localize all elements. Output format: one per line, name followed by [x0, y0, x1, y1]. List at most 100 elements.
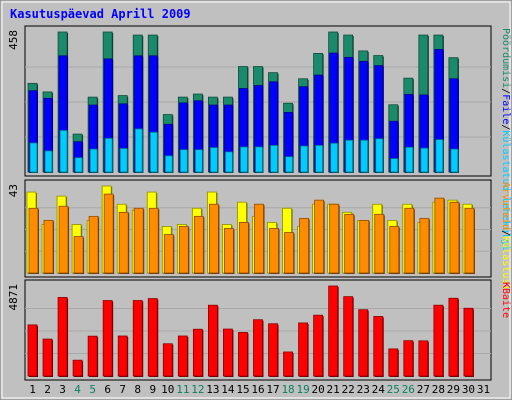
bar-kbytes-face [373, 316, 384, 377]
bar-hits-2 [59, 130, 69, 173]
bar-kbytes-face [448, 297, 459, 377]
legend-item: Faile [500, 94, 511, 124]
x-tick-label: 27 [417, 383, 430, 396]
bar-hits-2-face [164, 155, 173, 173]
bar-kbytes [283, 351, 294, 377]
bar-kbytes-face [298, 322, 308, 377]
bar-hits-2 [119, 148, 129, 173]
bar-kbytes [27, 324, 38, 377]
panel-hits: 458 Pöördumisi/Faile/Külastatud lehekülgi [7, 25, 511, 251]
bar-hits-2 [240, 146, 249, 173]
bar-hits-2 [134, 128, 144, 173]
bar-kbytes-face [162, 343, 173, 377]
bar-kbytes [132, 300, 144, 377]
bar-hits-2 [420, 147, 429, 173]
panel-kbytes-ymax-label: 4871 [7, 284, 20, 311]
panel-visits-ymax-label: 43 [7, 184, 20, 197]
bar-visits-1 [464, 207, 475, 274]
bar-visits-1 [178, 226, 190, 274]
bar-kbytes-face [87, 335, 98, 377]
bar-kbytes [192, 328, 204, 377]
bar-visits-1 [314, 199, 325, 274]
panel-visits: 43 Arvuteid/Külastusi [7, 179, 511, 290]
bar-visits-1-face [269, 228, 279, 274]
bar-kbytes-face [238, 332, 248, 377]
bar-kbytes-face [132, 300, 143, 377]
bar-kbytes-face [192, 328, 203, 377]
bar-visits-1 [404, 207, 415, 274]
bar-kbytes-face [358, 309, 369, 377]
bar-kbytes [268, 323, 279, 377]
bar-hits-2 [375, 138, 384, 173]
bar-visits-1-face [224, 228, 234, 274]
bar-hits-2-face [315, 145, 324, 173]
bar-hits-2-face [179, 149, 188, 173]
bar-kbytes [223, 328, 234, 377]
bar-hits-2-face [420, 147, 429, 173]
bar-hits-2 [74, 157, 84, 173]
bar-kbytes-face [177, 335, 188, 377]
bar-kbytes-face [147, 298, 158, 377]
bar-kbytes [87, 335, 99, 377]
bar-visits-1 [374, 213, 385, 274]
x-tick-label: 22 [342, 383, 355, 396]
bar-kbytes-face [433, 304, 444, 377]
bar-kbytes [162, 343, 174, 377]
bar-visits-1-face [103, 193, 114, 274]
x-tick-label: 5 [89, 383, 96, 396]
bar-kbytes-face [268, 323, 278, 377]
bar-kbytes [433, 304, 444, 377]
panels-layer: 458 Pöördumisi/Faile/Külastatud lehekülgi… [7, 25, 511, 381]
bar-visits-1-face [419, 217, 430, 274]
bar-kbytes-face [117, 335, 128, 377]
x-tick-label: 11 [176, 383, 189, 396]
bar-hits-2 [194, 149, 204, 173]
bar-visits-1 [269, 228, 280, 274]
bar-hits-2-face [89, 148, 98, 173]
x-tick-label: 3 [59, 383, 66, 396]
x-tick-label: 29 [447, 383, 460, 396]
bar-hits-2 [300, 145, 309, 173]
bar-kbytes [448, 297, 459, 377]
bar-visits-1-face [88, 215, 99, 274]
bar-visits-1-face [239, 222, 249, 274]
x-tick-label: 12 [191, 383, 204, 396]
bar-visits-1-face [178, 226, 189, 274]
bar-visits-1 [148, 207, 160, 274]
bar-visits-1-face [329, 203, 340, 274]
x-tick-label: 20 [312, 383, 325, 396]
bar-visits-1 [103, 193, 115, 274]
bar-hits-2 [435, 139, 444, 173]
bar-hits-2-face [255, 146, 263, 173]
bar-hits-2-face [119, 148, 128, 173]
bar-visits-1 [88, 215, 100, 274]
panel-kbytes-legend: KBaite [500, 282, 511, 318]
bar-hits-2 [164, 155, 174, 173]
bar-kbytes-face [283, 351, 293, 377]
bar-visits-1 [254, 203, 265, 274]
x-tick-label: 6 [104, 383, 111, 396]
bar-visits-1-face [43, 219, 54, 274]
bar-kbytes-face [403, 340, 414, 377]
x-tick-label: 18 [281, 383, 294, 396]
panel-kbytes: 4871 KBaite [7, 279, 511, 381]
bar-kbytes-face [27, 324, 38, 377]
x-tick-label: 13 [206, 383, 219, 396]
bar-visits-1 [344, 213, 355, 274]
bar-hits-2-face [29, 142, 38, 173]
x-tick-label: 21 [327, 383, 340, 396]
bar-hits-2-face [134, 128, 143, 173]
bar-hits-2-face [330, 142, 339, 173]
x-tick-label: 30 [462, 383, 475, 396]
bar-kbytes [388, 348, 399, 377]
bar-visits-1 [43, 219, 55, 274]
bar-kbytes-face [253, 319, 263, 377]
x-tick-label: 19 [296, 383, 309, 396]
bar-visits-1 [284, 232, 295, 274]
bar-kbytes [313, 314, 324, 377]
bar-hits-2-face [44, 150, 53, 173]
bar-hits-2 [345, 139, 354, 173]
x-tick-label: 2 [44, 383, 51, 396]
x-tick-label: 24 [372, 383, 386, 396]
